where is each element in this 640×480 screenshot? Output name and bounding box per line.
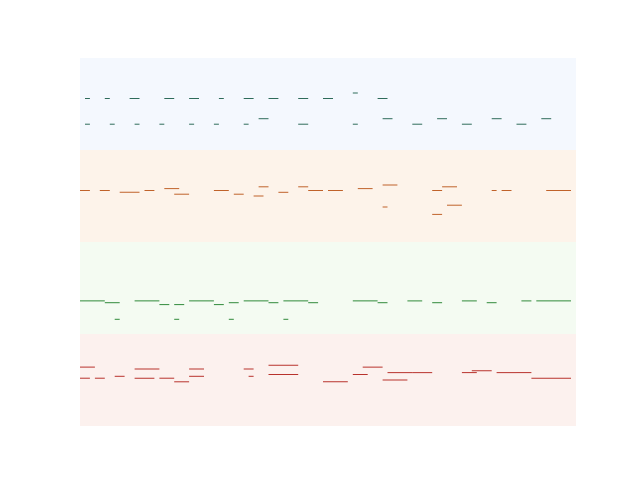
track-2	[80, 150, 576, 242]
track-band	[80, 150, 576, 242]
track-1	[80, 58, 576, 150]
track-4	[80, 334, 576, 426]
track-band	[80, 334, 576, 426]
track-3	[80, 242, 576, 334]
track-band	[80, 242, 576, 334]
plot-area	[80, 58, 576, 426]
track-band	[80, 58, 576, 150]
